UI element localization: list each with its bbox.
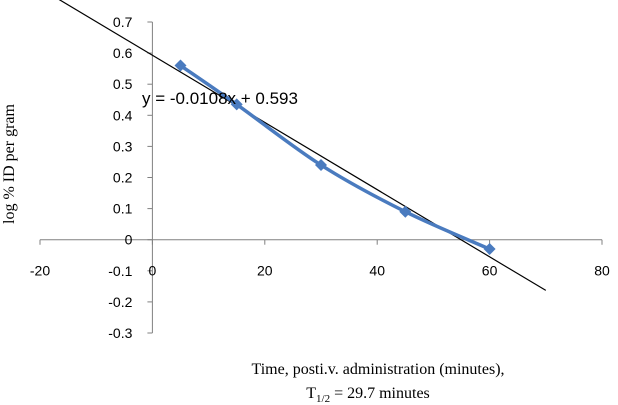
x-axis-title-value: = 29.7 minutes bbox=[330, 385, 430, 402]
data-point bbox=[230, 98, 243, 111]
y-tick-label: 0.7 bbox=[113, 14, 133, 30]
data-markers bbox=[174, 59, 496, 256]
y-tick-label: 0 bbox=[125, 232, 133, 248]
x-tick-label: 40 bbox=[369, 263, 385, 279]
trendline bbox=[58, 0, 547, 291]
x-tick-label: -20 bbox=[30, 263, 50, 279]
axes bbox=[39, 21, 603, 334]
x-axis-title-line2: T1/2 = 29.7 minutes bbox=[306, 385, 430, 405]
y-tick-label: 0.4 bbox=[113, 107, 133, 123]
trendline-equation: y = -0.0108x + 0.593 bbox=[142, 89, 298, 108]
y-tick-label: -0.3 bbox=[108, 325, 132, 341]
data-point bbox=[315, 159, 327, 172]
y-tick-label: 0.1 bbox=[113, 201, 133, 217]
y-tick-label: -0.2 bbox=[108, 294, 132, 310]
x-tick-label: 60 bbox=[482, 263, 498, 279]
y-tick-label: 0.2 bbox=[113, 170, 133, 186]
x-tick-label: 0 bbox=[149, 263, 157, 279]
data-point bbox=[483, 243, 496, 256]
x-axis-title-t: T bbox=[306, 385, 316, 402]
y-tick-label: 0.6 bbox=[113, 45, 133, 61]
y-tick-label: -0.1 bbox=[108, 263, 132, 279]
x-axis-title-line1: Time, posti.v. administration (minutes), bbox=[251, 361, 504, 378]
y-axis-title: log % ID per gram bbox=[1, 103, 18, 224]
tick-labels: 0.7 0.6 0.5 0.4 0.3 0.2 0.1 0 -0.1 -0.2 -0.3 -20 0 20… bbox=[30, 14, 610, 341]
y-tick-label: 0.3 bbox=[113, 138, 133, 154]
y-tick-label: 0.5 bbox=[113, 76, 133, 92]
x-axis-title-subscript: 1/2 bbox=[316, 393, 330, 405]
data-point bbox=[174, 59, 187, 72]
data-point bbox=[399, 205, 412, 218]
x-tick-label: 80 bbox=[594, 263, 610, 279]
x-tick-label: 20 bbox=[257, 263, 273, 279]
